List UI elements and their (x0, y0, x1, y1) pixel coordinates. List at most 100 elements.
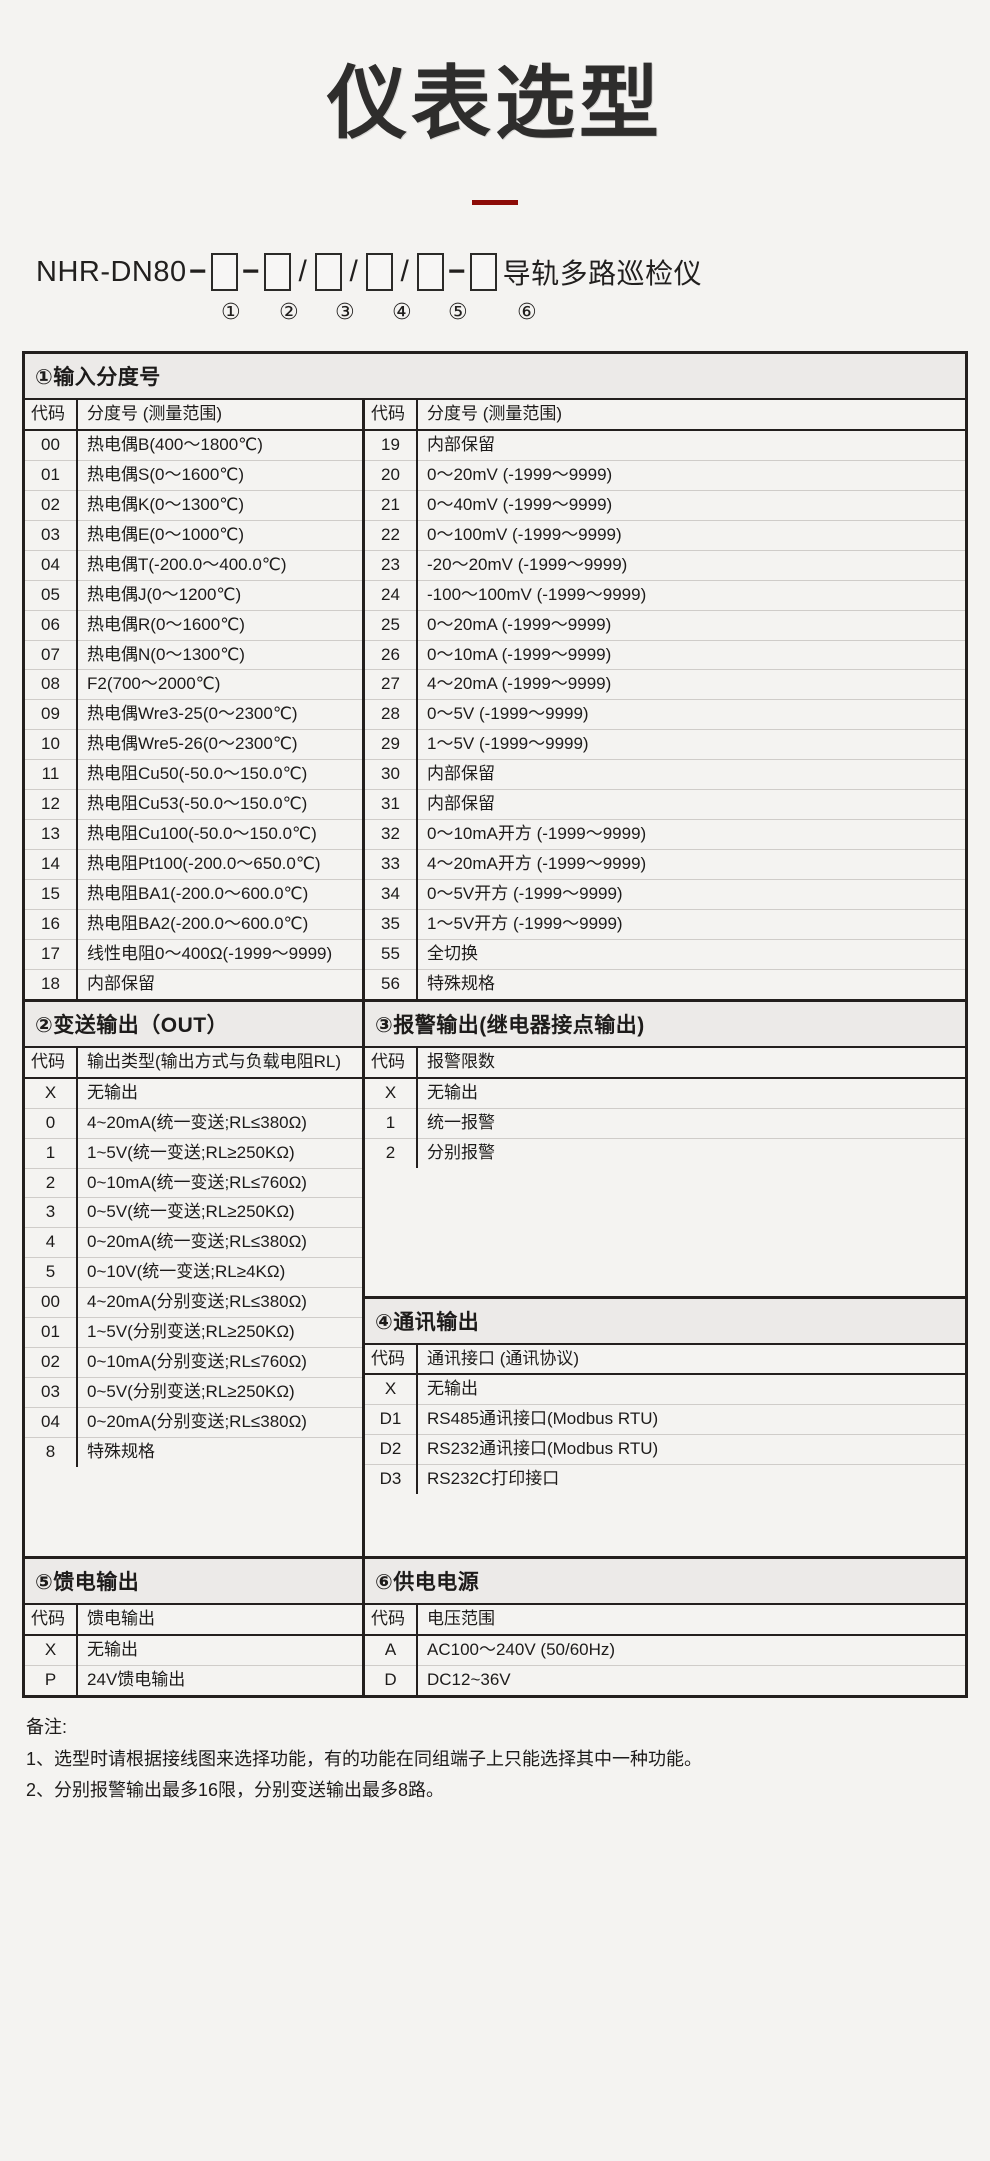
model-slot-5[interactable] (416, 253, 444, 291)
row-code: D3 (365, 1464, 418, 1495)
row-code: 32 (365, 819, 418, 851)
section56-body: ⑤馈电输出 代码 馈电输出 X 无输出 P 24V馈电输出 ⑥供电电源 代码 电压范围 (25, 1556, 965, 1695)
table-row: 2 分别报警 (365, 1138, 965, 1168)
row-code: 30 (365, 759, 418, 791)
title-divider (472, 200, 518, 205)
table-row: D2 RS232通讯接口(Modbus RTU) (365, 1434, 965, 1466)
model-slot-6[interactable] (469, 253, 497, 291)
table-row: 2 0~10mA(统一变送;RL≤760Ω) (25, 1168, 362, 1199)
row-code: 02 (25, 1347, 78, 1379)
section1-left-column: 代码 分度号 (测量范围) 00 热电偶B(400〜1800℃) 01 热电偶S(0〜… (25, 400, 365, 999)
row-description: 热电偶B(400〜1800℃) (77, 429, 362, 461)
table-row: 8 特殊规格 (25, 1437, 362, 1467)
section3-heading: ③报警输出(继电器接点输出) (365, 1001, 965, 1048)
table-row: 1 1~5V(统一变送;RL≥250KΩ) (25, 1138, 362, 1169)
row-code: 03 (25, 1377, 78, 1408)
table-row: 02 0~10mA(分别变送;RL≤760Ω) (25, 1347, 362, 1379)
row-description: 4~20mA(统一变送;RL≤380Ω) (77, 1108, 362, 1139)
row-code: 55 (365, 939, 418, 970)
model-slot-1[interactable] (210, 253, 238, 291)
row-code: 05 (25, 580, 78, 611)
row-description: 4~20mA(分别变送;RL≤380Ω) (77, 1287, 362, 1319)
row-description: 热电偶R(0〜1600℃) (77, 610, 362, 641)
row-description: -20〜20mV (-1999〜9999) (417, 550, 965, 581)
row-code: 04 (25, 1407, 78, 1438)
model-dash-2: − (241, 255, 260, 288)
section1-heading: ①输入分度号 (25, 354, 965, 400)
row-description: 1~5V(统一变送;RL≥250KΩ) (77, 1138, 362, 1169)
model-slot-4[interactable] (365, 253, 393, 291)
row-description: 0〜20mV (-1999〜9999) (417, 460, 965, 491)
page-title: 仪表选型 (327, 59, 663, 148)
row-description: 0〜40mV (-1999〜9999) (417, 490, 965, 521)
section6-table: 代码 电压范围 A AC100〜240V (50/60Hz) D DC12~36V (365, 1605, 965, 1695)
row-description: 4〜20mA开方 (-1999〜9999) (417, 849, 965, 880)
table-row: 34 0〜5V开方 (-1999〜9999) (365, 879, 965, 910)
table-row: 0 4~20mA(统一变送;RL≤380Ω) (25, 1108, 362, 1139)
row-description: 分别报警 (427, 1142, 495, 1162)
table-row: 3 0~5V(统一变送;RL≥250KΩ) (25, 1197, 362, 1229)
row-description: 1〜5V开方 (-1999〜9999) (417, 909, 965, 940)
row-code: 09 (25, 699, 78, 731)
table-row: 32 0〜10mA开方 (-1999〜9999) (365, 819, 965, 851)
row-description: RS232通讯接口(Modbus RTU) (417, 1434, 965, 1466)
model-dash-1: − (188, 255, 207, 288)
row-description: RS232C打印接口 (427, 1469, 560, 1489)
row-code: 34 (365, 879, 418, 910)
section23-body: ②变送输出（OUT） 代码 输出类型(输出方式与负载电阻RL) X 无输出 0 4~2… (25, 998, 965, 1557)
row-code: 03 (25, 520, 78, 551)
column-header-code: 代码 (25, 1605, 78, 1637)
model-slot-2[interactable] (263, 253, 291, 291)
table-row: 5 0~10V(统一变送;RL≥4KΩ) (25, 1257, 362, 1289)
row-code: 2 (365, 1138, 418, 1168)
note-item-2: 2、分别报警输出最多16限，分别变送输出最多8路。 (26, 1780, 445, 1800)
table-row: 31 内部保留 (365, 789, 965, 821)
column-header-code: 代码 (365, 1047, 418, 1079)
row-description: DC12~36V (427, 1670, 511, 1690)
row-description: 0~5V(分别变送;RL≥250KΩ) (77, 1377, 362, 1408)
model-suffix-label: 导轨多路巡检仪 (502, 258, 703, 289)
table-row: A AC100〜240V (50/60Hz) (365, 1635, 965, 1667)
model-marker-5: ⑤ (448, 299, 468, 324)
table-header-row: 代码 通讯接口 (通讯协议) (365, 1344, 965, 1376)
table-header-row: 代码 分度号 (测量范围) (25, 400, 362, 431)
row-description: 热电偶T(-200.0〜400.0℃) (77, 550, 362, 581)
table-row: 12 热电阻Cu53(-50.0〜150.0℃) (25, 789, 362, 821)
table-row: X 无输出 (25, 1077, 362, 1109)
section2-table: 代码 输出类型(输出方式与负载电阻RL) X 无输出 0 4~20mA(统一变送;RL… (25, 1047, 362, 1467)
table-row: D1 RS485通讯接口(Modbus RTU) (365, 1404, 965, 1436)
model-slot-3[interactable] (314, 253, 342, 291)
table-row: 23 -20〜20mV (-1999〜9999) (365, 550, 965, 581)
row-code: 27 (365, 669, 418, 701)
section1-left-rows: 00 热电偶B(400〜1800℃) 01 热电偶S(0〜1600℃) 02 热电偶K(0… (25, 429, 362, 999)
table-row: 01 热电偶S(0〜1600℃) (25, 460, 362, 491)
row-description: 1~5V(分别变送;RL≥250KΩ) (77, 1317, 362, 1349)
row-code: 08 (25, 669, 78, 701)
row-code: X (25, 1635, 78, 1667)
table-header-row: 代码 电压范围 (365, 1605, 965, 1637)
table-row: X 无输出 (25, 1635, 362, 1667)
section34-column: ③报警输出(继电器接点输出) 代码 报警限数 X 无输出 1 统一报警 2 分别报警 ④通… (365, 1001, 965, 1556)
column-header-desc: 通讯接口 (通讯协议) (417, 1344, 965, 1376)
row-code: 10 (25, 729, 78, 761)
table-row: 24 -100〜100mV (-1999〜9999) (365, 580, 965, 611)
model-marker-2: ② (279, 299, 299, 324)
row-code: 06 (25, 610, 78, 641)
model-slash-1: / (298, 255, 307, 288)
table-row: D DC12~36V (365, 1665, 965, 1695)
model-marker-row: ① ② ③ ④ ⑤ ⑥ (36, 299, 990, 333)
model-marker-1: ① (221, 299, 241, 324)
row-description: 线性电阻0〜400Ω(-1999〜9999) (77, 939, 362, 970)
row-description: 4〜20mA (-1999〜9999) (417, 669, 965, 701)
section4-heading: ④通讯输出 (365, 1295, 965, 1345)
row-description: 0〜10mA (-1999〜9999) (417, 640, 965, 671)
table-row: 20 0〜20mV (-1999〜9999) (365, 460, 965, 491)
section5-heading: ⑤馈电输出 (25, 1559, 362, 1606)
row-description: 特殊规格 (87, 1441, 155, 1461)
column-header-desc: 分度号 (测量范围) (77, 400, 362, 431)
row-code: 23 (365, 550, 418, 581)
row-code: 26 (365, 640, 418, 671)
table-row: 35 1〜5V开方 (-1999〜9999) (365, 909, 965, 940)
table-row: 14 热电阻Pt100(-200.0〜650.0℃) (25, 849, 362, 880)
table-row: D3 RS232C打印接口 (365, 1464, 965, 1495)
